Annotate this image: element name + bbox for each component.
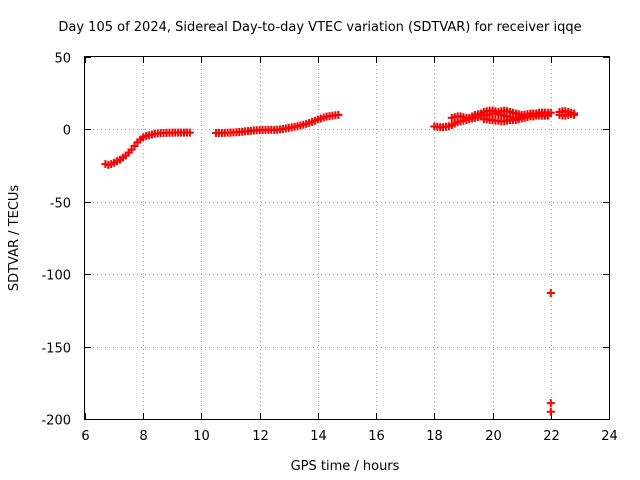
x-tick-label: 22 <box>543 429 560 444</box>
data-point <box>546 399 555 408</box>
data-point <box>546 407 555 416</box>
y-tick-label: -200 <box>41 414 71 429</box>
data-point <box>185 128 194 137</box>
y-tick-label: 0 <box>63 124 71 139</box>
x-tick-label: 18 <box>426 429 443 444</box>
x-tick-label: 14 <box>310 429 327 444</box>
y-tick-label: 50 <box>54 52 71 67</box>
data-point <box>334 110 343 119</box>
x-tick-label: 16 <box>368 429 385 444</box>
chart-title: Day 105 of 2024, Sidereal Day-to-day VTE… <box>58 20 582 35</box>
plot-frame <box>84 56 610 420</box>
y-tick-label: -150 <box>41 342 71 357</box>
data-layer <box>101 106 579 416</box>
y-tick-label: -50 <box>50 197 71 212</box>
x-tick-label: 10 <box>193 429 210 444</box>
grid-layer <box>85 57 609 419</box>
x-tick-label: 24 <box>601 429 618 444</box>
x-tick-label: 12 <box>252 429 269 444</box>
x-tick-label: 8 <box>139 429 147 444</box>
data-point <box>546 289 555 298</box>
x-tick-label: 6 <box>81 429 89 444</box>
x-tick-label: 20 <box>485 429 502 444</box>
y-axis-label: SDTVAR / TECUs <box>7 185 22 292</box>
data-point <box>570 110 579 119</box>
tick-layer: 6 8 10 12 14 16 18 20 22 24 -200 -150 -100 -50 0 50 <box>41 52 617 445</box>
x-axis-label: GPS time / hours <box>291 459 400 474</box>
y-tick-label: -100 <box>41 269 71 284</box>
data-point <box>543 111 552 120</box>
